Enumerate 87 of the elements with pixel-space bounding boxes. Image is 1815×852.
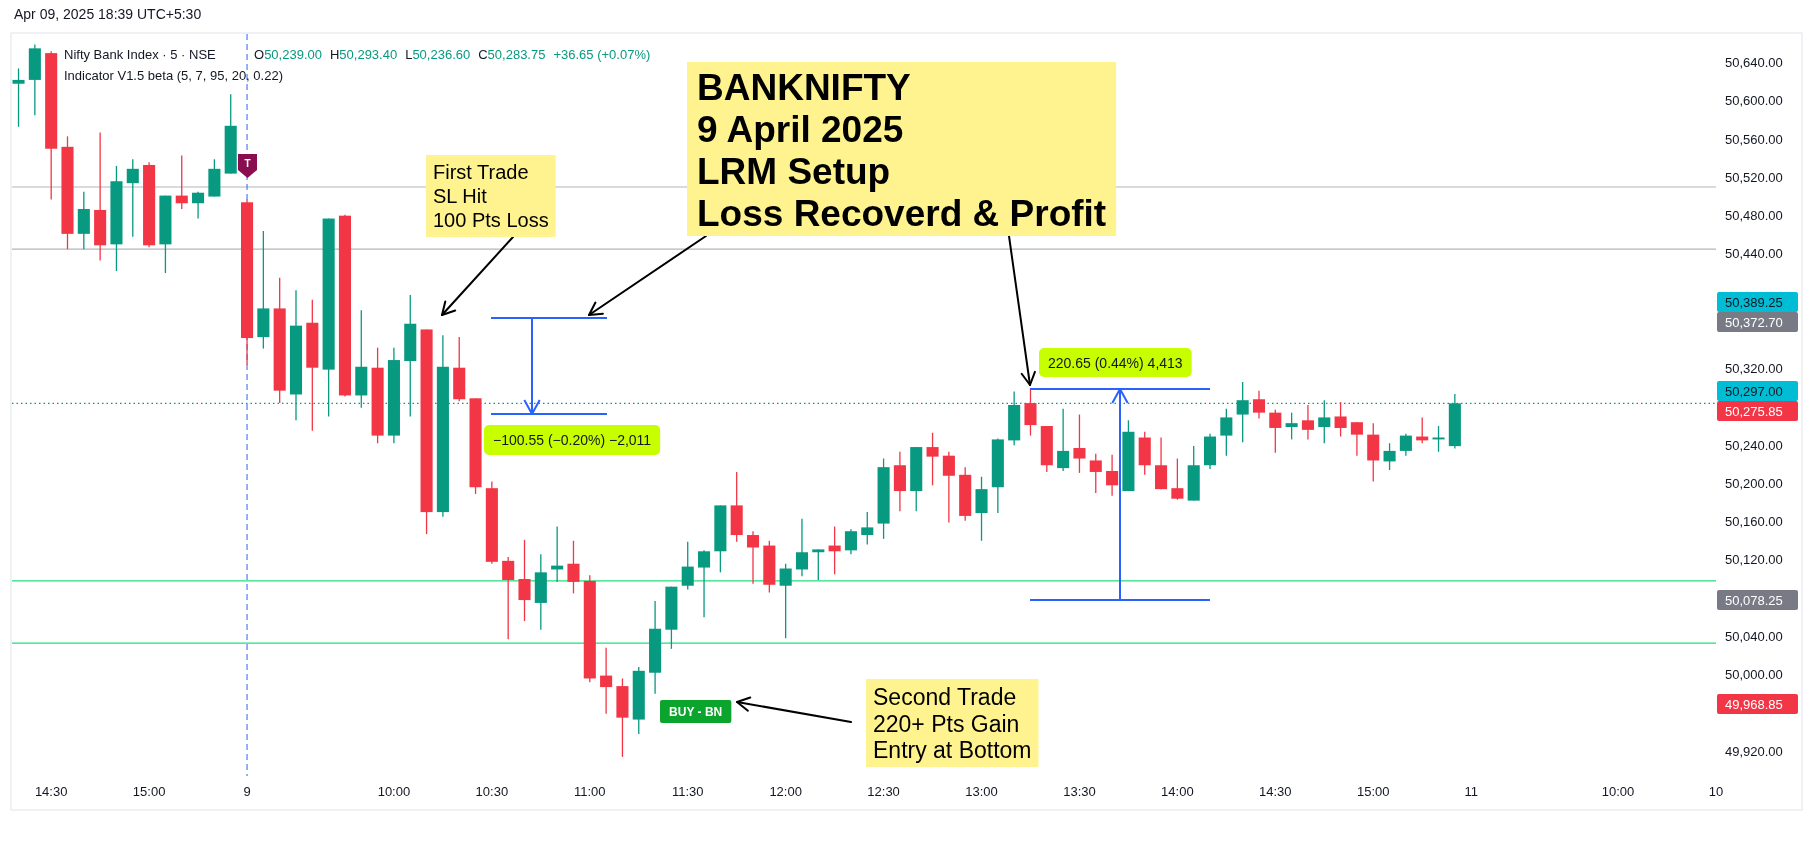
candlestick — [126, 158, 139, 238]
annotation: Indicator V1.5 beta (5, 7, 95, 20, 0.22) — [64, 67, 283, 83]
candlestick — [1155, 436, 1168, 490]
text: BANKNIFTY 9 April 2025 LRM Setup Loss Recoverd & Profit — [697, 67, 1107, 234]
candlestick — [942, 451, 955, 524]
candlestick — [1252, 390, 1266, 420]
text: 50,389.25 — [1725, 294, 1783, 310]
x-tick-label: 11:30 — [671, 783, 704, 799]
y-tick-label: 50,160.00 — [1725, 514, 1783, 530]
annotation: C50,283.75 — [478, 46, 546, 62]
text: 50,275.85 — [1725, 403, 1783, 419]
candlestick — [1073, 413, 1086, 474]
candlestick — [567, 540, 580, 595]
text: 50,078.25 — [1725, 592, 1783, 608]
candlestick — [779, 563, 792, 639]
candlestick — [600, 647, 613, 715]
candlestick — [1383, 442, 1396, 471]
candlestick — [926, 432, 939, 486]
candlestick — [1285, 412, 1298, 441]
candlestick — [844, 528, 857, 555]
text: 49,968.85 — [1725, 696, 1783, 712]
annotation: +36.65 (+0.07%) — [553, 46, 651, 62]
candlestick — [1220, 408, 1233, 457]
candlestick — [502, 556, 515, 640]
x-tick-label: 13:30 — [1063, 783, 1096, 799]
x-tick-label: 12:30 — [867, 783, 900, 799]
x-tick-label: 11 — [1464, 783, 1478, 799]
candlestick — [518, 539, 531, 622]
y-tick-label: 50,480.00 — [1725, 208, 1783, 224]
candlestick — [1301, 404, 1314, 441]
y-tick-label: 50,320.00 — [1725, 361, 1783, 377]
x-tick-label: 15:00 — [1356, 783, 1390, 799]
y-tick-label: 50,600.00 — [1725, 93, 1783, 109]
x-tick-label: 10:00 — [377, 783, 411, 799]
x-tick-label: 14:30 — [34, 783, 68, 799]
y-tick-label: 50,120.00 — [1725, 552, 1783, 568]
candlestick — [1024, 388, 1037, 437]
annotation: T — [244, 157, 251, 169]
candlestick — [746, 530, 760, 585]
text: 50,297.00 — [1725, 383, 1783, 399]
annotation: BUY - BN — [669, 704, 723, 719]
candlestick — [1399, 433, 1412, 457]
candlestick — [698, 549, 711, 618]
candlestick — [1269, 409, 1282, 454]
candlestick — [1106, 454, 1119, 497]
candlestick — [975, 476, 988, 542]
candlestick — [1171, 457, 1184, 501]
x-tick-label: 15:00 — [132, 783, 166, 799]
candlestick — [861, 511, 874, 546]
annotation: L50,236.60 — [405, 46, 471, 62]
y-tick-label: 50,440.00 — [1725, 246, 1783, 262]
candlestick — [175, 154, 188, 210]
x-tick-label: 9 — [243, 783, 251, 799]
y-tick-label: 50,200.00 — [1725, 475, 1783, 491]
annotation: Second Trade 220+ Pts Gain Entry at Bottom — [873, 684, 1032, 763]
x-tick-label: 10 — [1708, 783, 1724, 799]
annotation: H50,293.40 — [329, 46, 398, 62]
x-tick-label: 10:30 — [475, 783, 509, 799]
y-tick-label: 49,920.00 — [1725, 743, 1783, 759]
candlestick — [1350, 421, 1363, 457]
text: Apr 09, 2025 18:39 UTC+5:30 — [14, 6, 202, 22]
candlestick — [1089, 453, 1102, 494]
y-tick-label: 50,560.00 — [1725, 131, 1783, 147]
y-tick-label: 50,240.00 — [1725, 437, 1783, 453]
candlestick — [1057, 408, 1070, 472]
x-tick-label: 14:30 — [1259, 783, 1292, 799]
candlestick — [1334, 401, 1347, 438]
x-tick-label: 13:00 — [965, 783, 998, 799]
x-tick-label: 12:00 — [769, 783, 802, 799]
candlestick — [795, 518, 809, 577]
candlestick — [12, 67, 25, 128]
annotation: O50,239.00 — [254, 46, 322, 62]
y-tick-label: 50,000.00 — [1725, 667, 1783, 683]
x-tick-label: 10:00 — [1601, 783, 1635, 799]
text: Nifty Bank Index · 5 · NSE — [64, 46, 217, 62]
candlestick — [192, 191, 205, 220]
y-tick-label: 50,640.00 — [1725, 55, 1783, 71]
x-tick-label: 14:00 — [1161, 783, 1194, 799]
x-tick-label: 11:00 — [574, 783, 606, 799]
annotation: First Trade SL Hit 100 Pts Loss — [433, 161, 549, 231]
candlestick — [812, 548, 825, 581]
y-tick-label: 50,040.00 — [1725, 628, 1783, 644]
y-tick-label: 50,520.00 — [1725, 169, 1783, 185]
text: 50,372.70 — [1725, 314, 1783, 330]
annotation: 220.65 (0.44%) 4,413 — [1048, 354, 1183, 371]
candlestick — [681, 541, 694, 591]
annotation: −100.55 (−0.20%) −2,011 — [493, 432, 652, 448]
